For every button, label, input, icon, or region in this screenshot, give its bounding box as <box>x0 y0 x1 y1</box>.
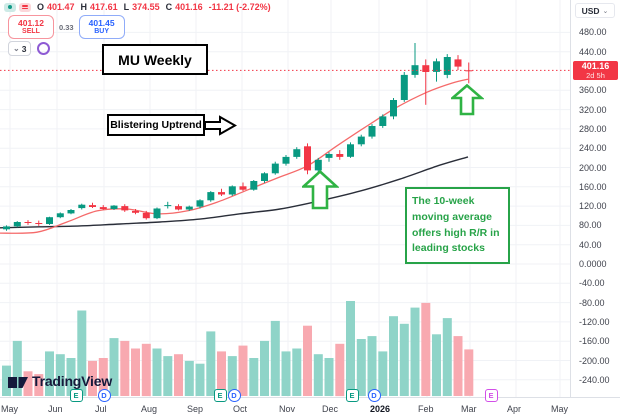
earnings-badge[interactable]: E <box>345 389 359 402</box>
price-axis-label: 320.00 <box>579 104 607 115</box>
time-axis-label: Sep <box>187 404 204 414</box>
price-axis[interactable]: USD ⌄ 401.16 2d 5h 480.00 440.00 360.00 320… <box>570 0 620 397</box>
ohlc-legend: O 401.47 H 417.61 L 374.55 C 401.16 -11.21 (… <box>4 2 271 12</box>
time-axis-label: Dec <box>322 404 339 414</box>
object-group-count: 3 <box>21 43 27 54</box>
price-axis-label: 40.00 <box>579 239 602 250</box>
ma-slow-line <box>0 156 469 229</box>
legend-secondary-row: ⌄ 3 <box>8 41 51 56</box>
trend-annotation[interactable]: Blistering Uptrend <box>107 114 205 136</box>
price-axis-label: 0.0000 <box>579 259 607 269</box>
price-axis-label: 440.00 <box>579 46 607 57</box>
volume-bars <box>2 301 474 397</box>
time-axis-label: Apr <box>507 404 522 414</box>
low-label: L <box>123 2 130 12</box>
dividend-badge[interactable]: D <box>367 389 381 402</box>
last-price-value: 401.16 <box>581 60 610 71</box>
dividend-badge[interactable]: D <box>227 389 241 402</box>
time-axis-label: Jun <box>48 404 63 414</box>
time-axis[interactable]: May Jun Jul Aug Sep Oct Nov Dec 2026 Feb Mar Apr May <box>0 397 620 419</box>
change-value: -11.21 (-2.72%) <box>208 2 271 12</box>
price-axis-label: -240.00 <box>579 374 610 385</box>
price-axis-label: 120.00 <box>579 201 607 212</box>
indicator-toggle-icon[interactable] <box>19 2 31 12</box>
earnings-badge[interactable]: E <box>69 389 83 402</box>
price-axis-label: 480.00 <box>579 27 607 38</box>
time-axis-label: Oct <box>233 404 248 414</box>
price-axis-label: 240.00 <box>579 143 607 154</box>
time-axis-label: Aug <box>141 404 158 414</box>
price-chart[interactable] <box>0 0 570 397</box>
sell-label: SELL <box>22 28 40 36</box>
time-axis-label: 2026 <box>370 404 391 414</box>
time-axis-label: May <box>1 404 19 414</box>
earnings-badge[interactable]: E <box>213 389 227 402</box>
candlesticks-layer <box>3 43 473 231</box>
price-axis-label: -40.00 <box>579 278 605 289</box>
sell-price: 401.12 <box>18 17 44 28</box>
open-label: O <box>37 2 45 12</box>
high-value: 417.61 <box>90 2 118 12</box>
time-axis-label: Nov <box>279 404 296 414</box>
tradingview-logo-text: TradingView <box>32 373 113 389</box>
up-arrow-shape-ma-touch-2[interactable] <box>451 84 484 116</box>
high-label: H <box>80 2 88 12</box>
currency-selector[interactable]: USD ⌄ <box>575 3 615 18</box>
ma-fast-10w-line <box>0 78 469 234</box>
open-value: 401.47 <box>47 2 75 12</box>
spread-value: 0.33 <box>59 22 74 32</box>
time-axis-label: May <box>551 404 569 414</box>
up-arrow-shape-ma-touch-1[interactable] <box>302 170 339 210</box>
last-price-badge: 401.16 2d 5h <box>573 61 618 80</box>
dividend-badge[interactable]: D <box>97 389 111 402</box>
close-label: C <box>165 2 173 12</box>
time-axis-label: Mar <box>461 404 477 414</box>
future-earnings-badge[interactable]: E <box>484 389 498 402</box>
price-axis-label: 80.00 <box>579 220 602 231</box>
price-axis-label: 160.00 <box>579 181 607 192</box>
right-arrow-shape[interactable] <box>204 113 237 138</box>
purple-loop-icon[interactable] <box>37 42 51 55</box>
low-value: 374.55 <box>132 2 160 12</box>
title-annotation[interactable]: MU Weekly <box>102 44 208 75</box>
chevron-down-icon: ⌄ <box>602 7 609 15</box>
price-axis-label: -200.00 <box>579 355 610 366</box>
time-axis-label: Jul <box>95 404 107 414</box>
sell-button[interactable]: 401.12 SELL <box>8 15 54 39</box>
currency-label: USD <box>581 5 600 16</box>
buy-label: BUY <box>94 28 109 36</box>
price-axis-label: -160.00 <box>579 336 610 347</box>
price-axis-label: -120.00 <box>579 316 610 327</box>
price-axis-label: 280.00 <box>579 123 607 134</box>
symbol-status-icon[interactable] <box>4 2 16 12</box>
note-annotation[interactable]: The 10-week moving average offers high R… <box>405 187 510 264</box>
price-axis-label: 360.00 <box>579 85 607 96</box>
close-value: 401.16 <box>175 2 203 12</box>
time-axis-label: Feb <box>418 404 434 414</box>
tradingview-logo[interactable]: TradingView <box>8 373 112 389</box>
trade-panel: 401.12 SELL 0.33 401.45 BUY <box>8 15 125 39</box>
tradingview-logo-icon <box>8 376 28 388</box>
object-group-dropdown[interactable]: ⌄ 3 <box>8 41 32 56</box>
chevron-down-icon: ⌄ <box>13 44 20 53</box>
bar-countdown: 2d 5h <box>586 70 605 80</box>
price-axis-label: -80.00 <box>579 297 605 308</box>
price-axis-label: 200.00 <box>579 162 607 173</box>
buy-price: 401.45 <box>88 17 115 28</box>
buy-button[interactable]: 401.45 BUY <box>78 15 125 39</box>
